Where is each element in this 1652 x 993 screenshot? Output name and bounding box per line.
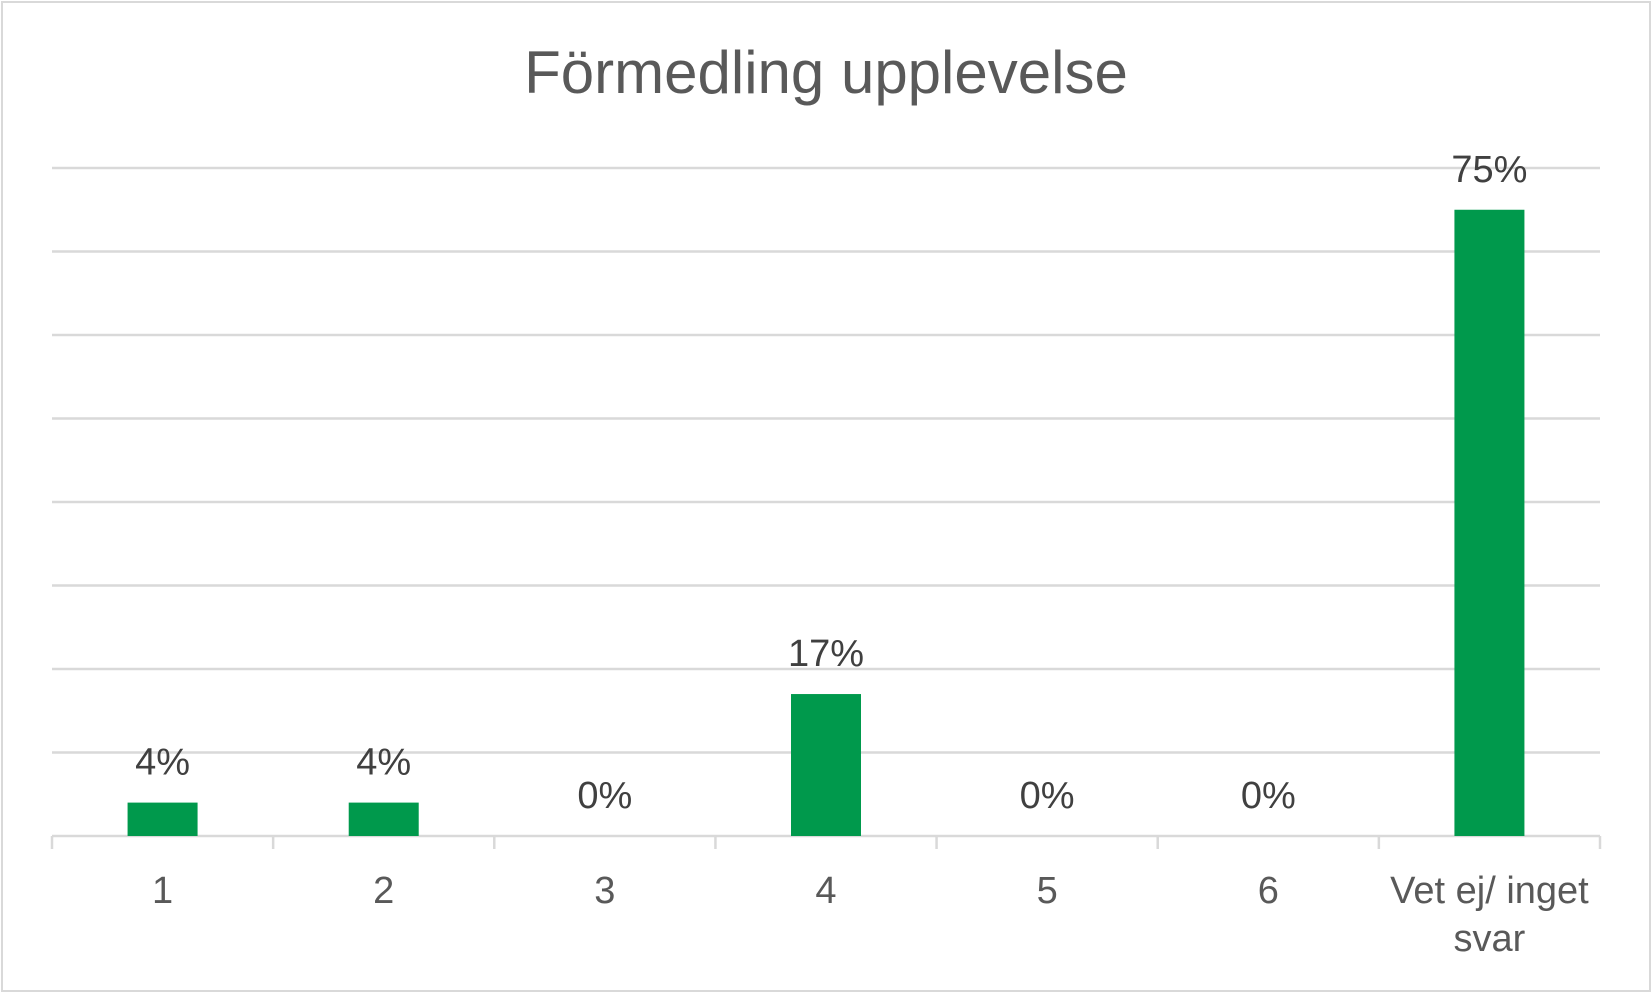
x-tick-label: 1: [152, 870, 173, 912]
x-tick-label: svar: [1454, 918, 1526, 960]
data-label: 0%: [577, 775, 632, 817]
data-label: 17%: [788, 633, 864, 675]
x-tick-label: 2: [373, 870, 394, 912]
bar-7: [1454, 209, 1525, 836]
data-label: 4%: [135, 742, 190, 784]
data-label: 0%: [1020, 775, 1075, 817]
chart-title: Förmedling upplevelse: [524, 39, 1128, 106]
x-tick-label: 3: [594, 870, 615, 912]
data-label: 75%: [1451, 149, 1527, 191]
x-tick-label: Vet ej/ inget: [1390, 870, 1589, 912]
bar-2: [348, 802, 419, 836]
x-tick-label: 5: [1037, 870, 1058, 912]
data-label: 4%: [356, 742, 411, 784]
bar-1: [127, 802, 198, 836]
x-tick-label: 6: [1258, 870, 1279, 912]
bar-4: [791, 694, 861, 836]
x-tick-label: 4: [815, 870, 836, 912]
data-label: 0%: [1241, 775, 1296, 817]
